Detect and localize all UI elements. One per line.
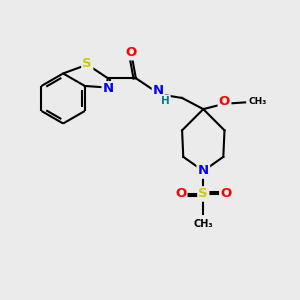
Text: H: H xyxy=(161,96,170,106)
Text: O: O xyxy=(175,188,186,200)
Text: methyl: methyl xyxy=(249,100,254,102)
Text: S: S xyxy=(82,57,92,70)
Text: N: N xyxy=(153,84,164,98)
Text: O: O xyxy=(126,46,137,59)
Text: S: S xyxy=(199,188,208,200)
Text: O: O xyxy=(219,95,230,108)
Text: N: N xyxy=(198,164,209,178)
Text: CH₃: CH₃ xyxy=(248,97,266,106)
Text: methoxy: methoxy xyxy=(247,100,253,101)
Text: O: O xyxy=(220,188,232,200)
Text: CH₃: CH₃ xyxy=(194,219,213,229)
Text: N: N xyxy=(103,82,114,95)
